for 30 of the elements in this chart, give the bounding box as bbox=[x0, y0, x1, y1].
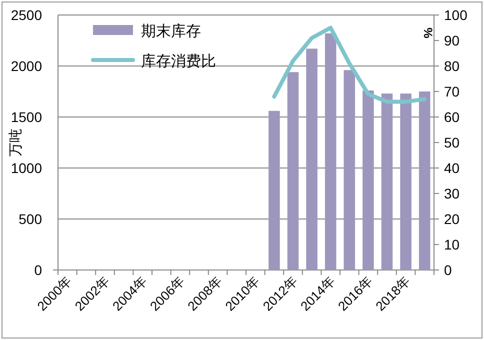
y-tick-label: 0 bbox=[34, 262, 42, 278]
y-tick-label: 1000 bbox=[10, 160, 42, 176]
bar bbox=[287, 72, 299, 270]
y-tick-label: 2500 bbox=[10, 7, 42, 23]
bar bbox=[418, 92, 430, 270]
y2-tick-label: 50 bbox=[444, 134, 460, 150]
y2-tick-label: 40 bbox=[444, 160, 460, 176]
bar bbox=[324, 33, 336, 270]
bar bbox=[268, 110, 280, 270]
y2-tick-label: 70 bbox=[444, 84, 460, 100]
y2-tick-label: 10 bbox=[444, 236, 460, 252]
y-tick-label: 500 bbox=[18, 211, 42, 227]
bar bbox=[344, 70, 356, 270]
legend-label: 期末库存 bbox=[141, 23, 201, 40]
y-tick-label: 2000 bbox=[10, 58, 42, 74]
legend-label: 库存消费比 bbox=[141, 53, 216, 70]
y2-axis-title: % bbox=[421, 28, 435, 39]
y-tick-label: 1500 bbox=[10, 109, 42, 125]
y-axis-title: 万吨 bbox=[7, 128, 23, 156]
bar bbox=[400, 94, 412, 270]
y2-tick-label: 80 bbox=[444, 58, 460, 74]
y2-tick-label: 20 bbox=[444, 211, 460, 227]
y2-tick-label: 100 bbox=[444, 7, 468, 23]
bar bbox=[306, 48, 318, 270]
y2-tick-label: 90 bbox=[444, 32, 460, 48]
y2-tick-label: 0 bbox=[444, 262, 452, 278]
bar bbox=[362, 90, 374, 270]
y2-tick-label: 60 bbox=[444, 109, 460, 125]
bar bbox=[381, 94, 393, 270]
y2-tick-label: 30 bbox=[444, 186, 460, 202]
